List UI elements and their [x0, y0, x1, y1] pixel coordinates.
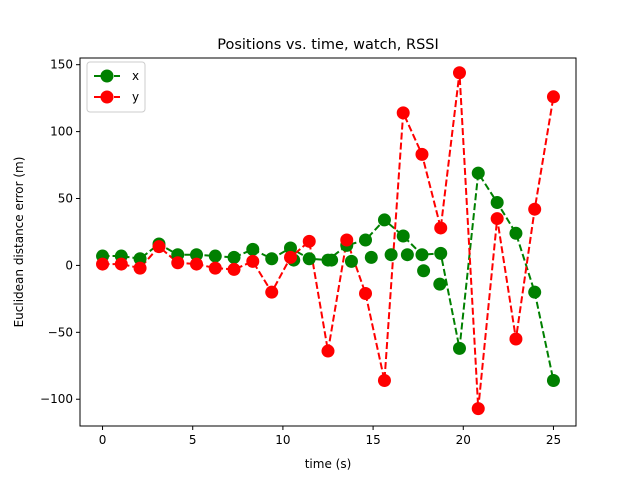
data-point-x-extra-4	[384, 248, 398, 262]
data-point-y-16	[396, 106, 410, 120]
data-point-x-extra-2	[344, 254, 358, 268]
data-point-y-19	[452, 66, 466, 80]
legend: xy	[86, 61, 146, 113]
data-point-x-20	[471, 166, 485, 180]
data-point-y-3	[152, 240, 166, 254]
data-point-y-18	[434, 221, 448, 235]
data-point-y-14	[359, 287, 373, 301]
legend-marker-x	[100, 69, 114, 83]
data-point-y-9	[265, 285, 279, 299]
data-point-x-9	[265, 252, 279, 266]
data-point-y-12	[321, 344, 335, 358]
data-point-x-22	[509, 226, 523, 240]
plot-frame	[79, 57, 577, 427]
data-point-y-17	[415, 147, 429, 161]
y-tick-label: −100	[40, 392, 73, 406]
y-tick-label: 0	[65, 258, 73, 272]
data-point-x-2	[133, 252, 147, 266]
x-tick-label: 20	[456, 433, 471, 447]
data-point-x-8	[246, 242, 260, 256]
x-axis-label: time (s)	[305, 457, 352, 471]
data-point-x-10	[283, 241, 297, 255]
x-tick-label: 5	[189, 433, 197, 447]
x-tick-label: 10	[275, 433, 290, 447]
data-point-y-1	[114, 257, 128, 271]
data-point-y-10	[283, 250, 297, 264]
data-point-x-19	[452, 341, 466, 355]
data-point-x-extra-6	[417, 264, 431, 278]
data-point-y-22	[509, 332, 523, 346]
y-tick-label: 150	[50, 58, 73, 72]
x-tick-label: 0	[99, 433, 107, 447]
data-point-x-21	[490, 196, 504, 210]
data-point-y-8	[246, 254, 260, 268]
data-point-x-12	[321, 253, 335, 267]
plot-area	[96, 66, 560, 416]
data-point-x-18	[434, 246, 448, 260]
data-point-x-extra-3	[364, 250, 378, 264]
data-point-x-14	[359, 233, 373, 247]
legend-label-x: x	[132, 69, 139, 83]
data-point-y-11	[302, 234, 316, 248]
data-point-x-16	[396, 229, 410, 243]
data-point-y-20	[471, 402, 485, 416]
y-tick-label: 50	[58, 192, 73, 206]
data-point-x-15	[377, 213, 391, 227]
data-point-x-extra-7	[433, 277, 447, 291]
chart-title: Positions vs. time, watch, RSSI	[217, 37, 439, 53]
data-point-x-6	[208, 249, 222, 263]
legend-label-y: y	[132, 90, 139, 104]
data-point-x-23	[528, 285, 542, 299]
y-axis-label: Euclidean distance error (m)	[12, 157, 26, 328]
y-axis: −100 −50 0 50 100 150	[40, 58, 80, 406]
data-point-x-extra-5	[400, 248, 414, 262]
data-point-y-13	[340, 233, 354, 247]
data-point-y-21	[490, 212, 504, 226]
data-point-y-4	[171, 256, 185, 270]
data-point-y-2	[133, 261, 147, 275]
data-point-x-24	[546, 374, 560, 388]
x-axis: 0 5 10 15 20 25	[99, 426, 561, 447]
data-point-x-7	[227, 250, 241, 264]
data-point-y-6	[208, 261, 222, 275]
data-point-y-23	[528, 202, 542, 216]
data-point-y-24	[546, 90, 560, 104]
data-point-y-0	[96, 257, 110, 271]
data-point-y-15	[377, 374, 391, 388]
x-tick-label: 25	[546, 433, 561, 447]
data-point-y-5	[190, 257, 204, 271]
data-point-x-17	[415, 248, 429, 262]
y-tick-label: 100	[50, 125, 73, 139]
data-point-x-11	[302, 252, 316, 266]
legend-marker-y	[100, 90, 114, 104]
x-tick-label: 15	[365, 433, 380, 447]
y-tick-label: −50	[48, 325, 73, 339]
data-point-x-5	[190, 248, 204, 262]
data-point-y-7	[227, 262, 241, 276]
